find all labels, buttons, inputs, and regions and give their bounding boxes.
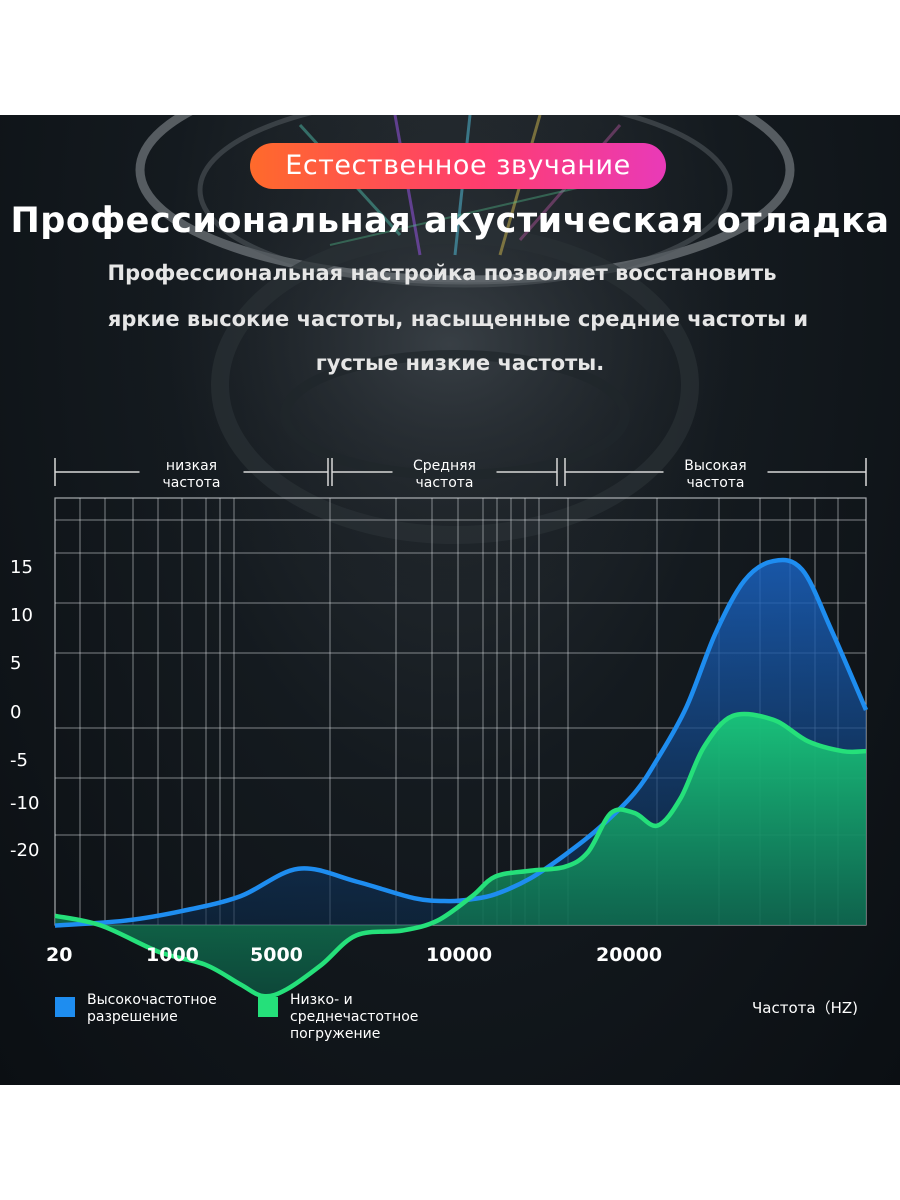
frequency-response-chart: низкаячастотаСредняячастотаВысокаячастот…: [10, 458, 869, 999]
x-tick-label: 20: [46, 944, 72, 966]
legend-label-low-mid: Низко- и среднечастотное погружение: [290, 992, 419, 1042]
page-title: Профессиональная акустическая отладка: [10, 201, 890, 241]
promo-panel: Естественное звучание Профессиональная а…: [0, 115, 900, 1085]
y-tick-label: -20: [10, 840, 39, 861]
x-tick-label: 20000: [596, 944, 662, 966]
x-axis-labels: 20 1000 5000 10000 20000: [46, 944, 662, 966]
x-tick-label: 10000: [426, 944, 492, 966]
subtitle-line-2: яркие высокие частоты, насыщенные средни…: [107, 307, 809, 331]
frequency-bands: низкаячастотаСредняячастотаВысокаячастот…: [54, 458, 867, 491]
natural-sound-badge: Естественное звучание: [250, 143, 666, 189]
y-tick-label: 15: [10, 557, 33, 578]
legend-swatch-low-mid: [258, 997, 278, 1017]
legend-label-high: Высокочастотное разрешение: [87, 992, 217, 1025]
x-tick-label: 1000: [146, 944, 199, 966]
y-axis-labels: 15 10 5 0 -5 -10 -20: [10, 557, 39, 861]
high-frequency-line: [54, 557, 869, 928]
band-label-line1: Средняя: [413, 458, 476, 474]
speaker-driver-illustration: [120, 115, 795, 595]
legend-swatch-high: [55, 997, 75, 1017]
subtitle-line-3: густые низкие частоты.: [315, 351, 605, 375]
y-tick-label: -10: [10, 793, 39, 814]
x-axis-unit-label: Частота（HZ): [752, 999, 858, 1017]
subtitle-line-1: Профессиональная настройка позволяет вос…: [107, 261, 777, 285]
band-label-line2: частота: [162, 475, 220, 491]
band-label-line1: Высокая: [684, 458, 746, 474]
band-label-line1: низкая: [166, 458, 217, 474]
y-tick-label: 0: [10, 702, 21, 723]
x-tick-label: 5000: [250, 944, 303, 966]
band-label-line2: частота: [686, 475, 744, 491]
band-label-line2: частота: [415, 475, 473, 491]
low-mid-frequency-area: [55, 713, 866, 997]
series-lines: [54, 557, 869, 999]
y-tick-label: 5: [10, 653, 21, 674]
y-tick-label: 10: [10, 605, 33, 626]
low-mid-frequency-line: [54, 711, 867, 999]
y-tick-label: -5: [10, 750, 28, 771]
series-areas: [55, 559, 866, 997]
